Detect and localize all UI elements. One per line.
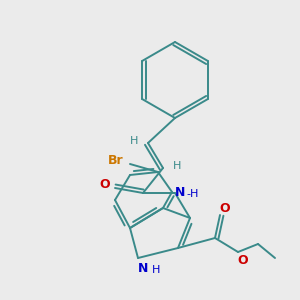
Text: Br: Br	[108, 154, 124, 167]
Text: -H: -H	[187, 189, 199, 199]
Text: N: N	[138, 262, 148, 275]
Text: O: O	[238, 254, 248, 266]
Text: O: O	[100, 178, 110, 190]
Text: H: H	[130, 136, 138, 146]
Text: O: O	[220, 202, 230, 214]
Text: H: H	[173, 161, 181, 171]
Text: N: N	[175, 185, 185, 199]
Text: H: H	[152, 265, 160, 275]
